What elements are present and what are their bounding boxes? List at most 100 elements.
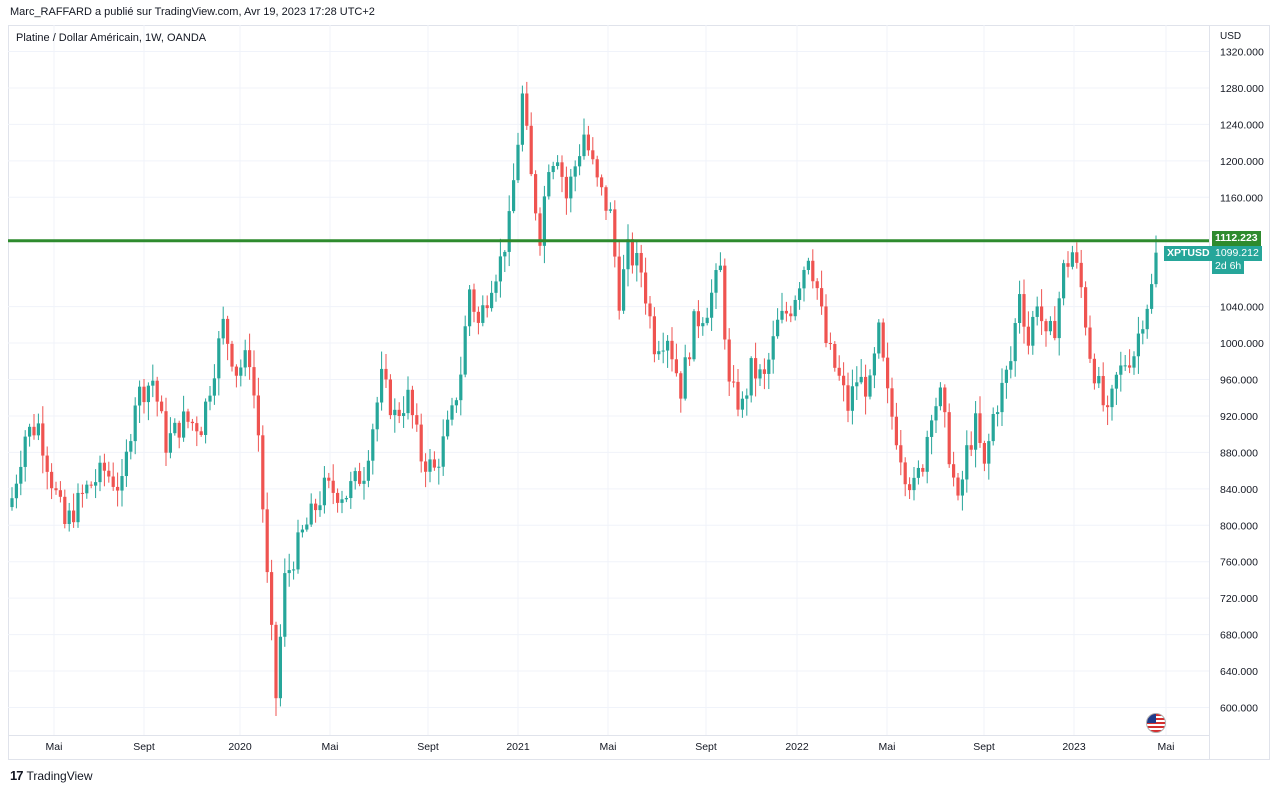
candle-body bbox=[1026, 326, 1030, 346]
candle-body bbox=[890, 388, 894, 417]
candle-body bbox=[50, 471, 54, 489]
candle-body bbox=[243, 350, 247, 368]
candle-body bbox=[956, 477, 960, 496]
candle-body bbox=[36, 423, 40, 436]
candle-body bbox=[124, 451, 128, 477]
candle-body bbox=[314, 503, 318, 511]
candle-body bbox=[859, 376, 863, 383]
price-tick-label: 600.000 bbox=[1220, 703, 1258, 715]
candle-body bbox=[296, 532, 300, 570]
time-tick-label: 2023 bbox=[1062, 741, 1086, 753]
candle-body bbox=[1070, 252, 1074, 267]
price-tick-label: 1320.000 bbox=[1220, 47, 1264, 59]
candle-body bbox=[1101, 376, 1105, 406]
time-tick-label: Sept bbox=[695, 741, 717, 753]
candle-body bbox=[943, 387, 947, 413]
candle-body bbox=[397, 409, 401, 416]
candle-body bbox=[468, 289, 472, 327]
candle-body bbox=[652, 316, 656, 355]
candle-body bbox=[358, 471, 362, 484]
candle-body bbox=[195, 423, 199, 432]
candle-body bbox=[837, 367, 841, 376]
candle-body bbox=[309, 503, 313, 525]
candle-body bbox=[916, 467, 920, 478]
candle-body bbox=[76, 492, 80, 523]
candle-body bbox=[190, 421, 194, 424]
last-price-tag: 1099.212 bbox=[1212, 246, 1262, 261]
candle-body bbox=[270, 572, 274, 625]
candle-body bbox=[23, 436, 27, 467]
candle-body bbox=[573, 166, 577, 177]
candle-body bbox=[798, 288, 802, 300]
candle-body bbox=[608, 209, 612, 211]
candle-body bbox=[441, 436, 445, 467]
candle-body bbox=[903, 462, 907, 485]
candle-body bbox=[600, 177, 604, 188]
candle-body bbox=[701, 323, 705, 327]
candle-body bbox=[432, 459, 436, 468]
price-tick-label: 720.000 bbox=[1220, 593, 1258, 605]
candle-body bbox=[1141, 329, 1145, 334]
price-axis[interactable] bbox=[1209, 25, 1270, 760]
publisher-caption: Marc_RAFFARD a publié sur TradingView.co… bbox=[10, 6, 375, 18]
candle-body bbox=[626, 239, 630, 270]
candle-body bbox=[217, 338, 221, 379]
candle-body bbox=[666, 340, 670, 351]
candle-body bbox=[173, 422, 177, 434]
candle-body bbox=[802, 269, 806, 289]
currency-label[interactable]: USD bbox=[1220, 31, 1242, 42]
candle-body bbox=[234, 366, 238, 376]
candle-body bbox=[758, 369, 762, 379]
candle-body bbox=[494, 281, 498, 293]
candle-body bbox=[974, 413, 978, 450]
candle-body bbox=[833, 343, 837, 368]
candle-body bbox=[116, 486, 120, 491]
candle-body bbox=[1119, 365, 1123, 375]
candle-body bbox=[969, 445, 973, 450]
candle-body bbox=[648, 303, 652, 317]
candle-body bbox=[908, 484, 912, 491]
candle-body bbox=[226, 318, 230, 344]
candle-body bbox=[1040, 306, 1044, 322]
candle-body bbox=[538, 213, 542, 246]
candle-body bbox=[58, 490, 62, 497]
candle-body bbox=[661, 350, 665, 352]
candle-body bbox=[146, 385, 150, 403]
candle-body bbox=[472, 289, 476, 312]
candle-body bbox=[252, 367, 256, 396]
price-tick-label: 1200.000 bbox=[1220, 156, 1264, 168]
candle-body bbox=[692, 311, 696, 360]
candle-body bbox=[102, 462, 106, 471]
candle-body bbox=[274, 624, 278, 699]
candle-body bbox=[380, 368, 384, 403]
price-tick-label: 800.000 bbox=[1220, 520, 1258, 532]
time-tick-label: Mai bbox=[600, 741, 617, 753]
candle-body bbox=[899, 445, 903, 463]
candle-body bbox=[780, 310, 784, 320]
candle-body bbox=[344, 498, 348, 500]
candle-body bbox=[230, 343, 234, 367]
candle-body bbox=[85, 484, 89, 494]
candle-body bbox=[978, 413, 982, 443]
candle-body bbox=[560, 162, 564, 177]
us-flag-icon[interactable] bbox=[1146, 713, 1166, 733]
tradingview-logo[interactable]: 17 TradingView bbox=[10, 768, 93, 783]
candle-body bbox=[1035, 306, 1039, 317]
time-tick-label: Sept bbox=[417, 741, 439, 753]
candle-body bbox=[551, 166, 555, 173]
candle-body bbox=[1079, 262, 1083, 288]
candle-body bbox=[107, 470, 111, 477]
candle-body bbox=[336, 492, 340, 503]
candle-body bbox=[14, 483, 18, 499]
candle-body bbox=[111, 476, 115, 487]
candle-body bbox=[292, 569, 296, 571]
candle-body bbox=[98, 462, 102, 483]
candle-body bbox=[868, 375, 872, 397]
candle-body bbox=[300, 529, 304, 533]
symbol-title[interactable]: Platine / Dollar Américain, 1W, OANDA bbox=[16, 32, 207, 44]
candle-body bbox=[10, 498, 14, 508]
candle-body bbox=[1004, 369, 1008, 383]
time-axis[interactable] bbox=[8, 735, 1209, 760]
candle-body bbox=[261, 435, 265, 510]
